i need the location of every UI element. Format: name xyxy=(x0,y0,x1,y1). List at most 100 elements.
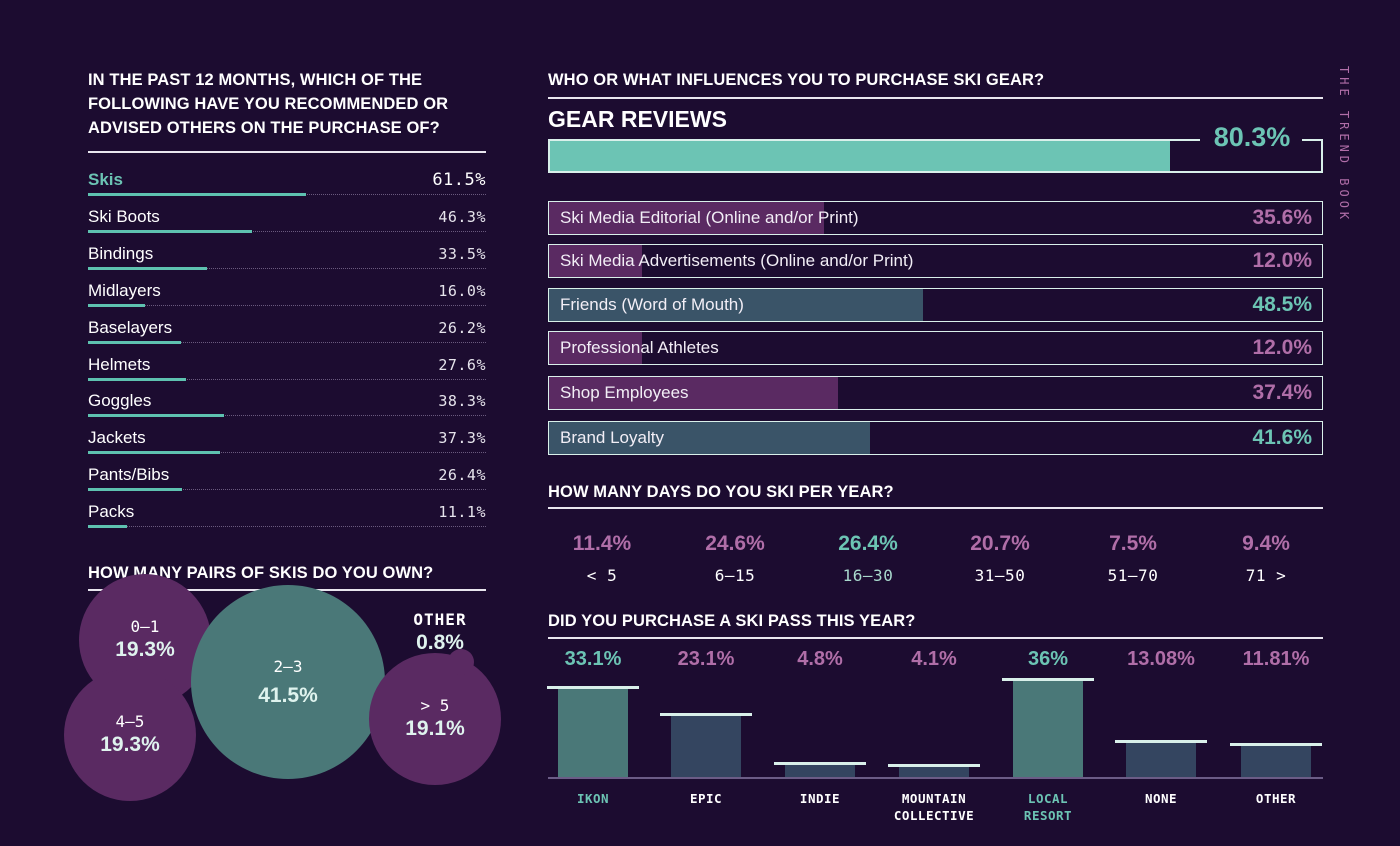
recommend-title-line: ADVISED OTHERS ON THE PURCHASE OF? xyxy=(88,119,440,137)
influence-label: Professional Athletes xyxy=(560,338,719,357)
recommend-row: Goggles 38.3% xyxy=(88,385,486,422)
recommend-label: Ski Boots xyxy=(88,206,160,226)
days-title: HOW MANY DAYS DO YOU SKI PER YEAR? xyxy=(548,483,894,501)
influence-row: Ski Media Advertisements (Online and/or … xyxy=(548,244,1323,278)
recommend-bar xyxy=(88,377,186,381)
influence-value: 41.6% xyxy=(1252,426,1312,449)
influence-value: 35.6% xyxy=(1252,206,1312,229)
pass-bar-cap xyxy=(774,762,866,766)
influence-row: Ski Media Editorial (Online and/or Print… xyxy=(548,201,1323,235)
recommend-value: 26.2% xyxy=(438,318,486,337)
pass-bar xyxy=(785,764,855,777)
gear-reviews-label: GEAR REVIEWS xyxy=(548,106,727,132)
days-item: 9.4% 71 > xyxy=(1211,532,1321,585)
recommend-label: Helmets xyxy=(88,354,151,374)
recommend-bar xyxy=(88,488,182,492)
influence-bar xyxy=(549,289,924,321)
pass-label: NONE xyxy=(1144,791,1178,806)
recommend-bar xyxy=(88,451,221,455)
recommend-label: Bindings xyxy=(88,243,154,263)
skis-owned-value: 41.5% xyxy=(258,683,318,707)
days-label: 16–30 xyxy=(842,566,894,585)
pass-label: EPIC xyxy=(689,791,723,806)
recommend-row: Ski Boots 46.3% xyxy=(88,201,486,238)
days-item: 11.4% < 5 xyxy=(547,532,657,585)
days-label: 71 > xyxy=(1245,566,1287,585)
pass-value: 11.81% xyxy=(1242,648,1310,670)
pass-bar-cap xyxy=(888,763,980,767)
recommend-bar xyxy=(88,229,253,233)
recommend-row: Helmets 27.6% xyxy=(88,349,486,386)
recommend-row-divider xyxy=(88,452,486,454)
gear-reviews-bar xyxy=(550,141,1170,171)
recommend-bar xyxy=(88,303,145,307)
recommend-title: IN THE PAST 12 MONTHS, WHICH OF THE FOLL… xyxy=(88,68,508,140)
gear-reviews-value: 80.3% xyxy=(1213,122,1291,152)
days-value: 24.6% xyxy=(705,532,765,555)
days-item: 24.6% 6–15 xyxy=(680,532,790,585)
influence-bar xyxy=(549,422,871,454)
recommend-value: 61.5% xyxy=(432,170,486,190)
recommend-row: Bindings 33.5% xyxy=(88,238,486,275)
recommend-title-line: IN THE PAST 12 MONTHS, WHICH OF THE xyxy=(88,71,423,89)
recommend-row: Midlayers 16.0% xyxy=(88,275,486,312)
recommend-row-divider xyxy=(88,304,486,306)
skis-owned-bubble xyxy=(447,648,475,676)
recommend-label: Skis xyxy=(88,170,123,189)
pass-bar xyxy=(558,687,628,777)
recommend-row: Pants/Bibs 26.4% xyxy=(88,459,486,496)
pass-label: LOCAL RESORT xyxy=(1023,791,1073,823)
influence-value: 37.4% xyxy=(1252,381,1312,404)
days-label: < 5 xyxy=(586,566,618,585)
influence-row: Brand Loyalty 41.6% xyxy=(548,421,1323,455)
pass-value: 33.1% xyxy=(564,648,622,670)
skis-owned-bubble: > 5 19.1% xyxy=(369,653,501,785)
pass-bar xyxy=(1013,680,1083,777)
pass-bar-cap xyxy=(547,685,639,689)
influence-bar xyxy=(549,332,642,364)
days-item: 7.5% 51–70 xyxy=(1078,532,1188,585)
days-rule xyxy=(548,507,1323,509)
influence-label: Friends (Word of Mouth) xyxy=(560,295,744,314)
skis-owned-title: HOW MANY PAIRS OF SKIS DO YOU OWN? xyxy=(88,564,434,582)
recommend-row-divider xyxy=(88,230,486,232)
days-value: 11.4% xyxy=(572,532,632,555)
skis-owned-value: 19.3% xyxy=(115,638,175,662)
influence-row: Shop Employees 37.4% xyxy=(548,376,1323,410)
recommend-label: Jackets xyxy=(88,428,146,448)
skis-owned-bubble: 2–3 41.5% xyxy=(191,585,385,779)
influence-bar xyxy=(549,245,642,277)
recommend-value: 37.3% xyxy=(438,429,486,448)
recommend-label: Midlayers xyxy=(88,280,161,300)
recommend-value: 38.3% xyxy=(438,392,486,411)
pass-baseline xyxy=(548,777,1323,779)
pass-label: INDIE xyxy=(799,791,841,806)
gear-reviews-frame-top-right xyxy=(1302,139,1323,141)
pass-value: 4.8% xyxy=(797,648,843,670)
pass-value: 36% xyxy=(1027,648,1069,670)
skis-owned-value: 0.8% xyxy=(416,631,464,654)
recommend-value: 27.6% xyxy=(438,355,486,374)
recommend-row: Jackets 37.3% xyxy=(88,422,486,459)
influence-rule xyxy=(548,97,1323,99)
recommend-bar xyxy=(88,266,207,270)
days-value: 26.4% xyxy=(838,532,898,555)
recommend-bar xyxy=(88,525,128,529)
skis-owned-value: 19.1% xyxy=(405,717,465,741)
influence-value: 48.5% xyxy=(1252,293,1312,316)
influence-label: Brand Loyalty xyxy=(560,428,664,447)
pass-bar xyxy=(899,765,969,777)
recommend-bar xyxy=(88,193,307,196)
pass-bar-cap xyxy=(1002,678,1094,681)
influence-row: Professional Athletes 12.0% xyxy=(548,331,1323,365)
recommend-label: Baselayers xyxy=(88,317,173,337)
recommend-row: Packs 11.1% xyxy=(88,496,486,533)
pass-label: OTHER xyxy=(1255,791,1297,806)
pass-bar-cap xyxy=(660,712,752,716)
days-label: 6–15 xyxy=(714,566,756,585)
influence-label: Ski Media Editorial (Online and/or Print… xyxy=(560,208,859,227)
influence-label: Shop Employees xyxy=(560,383,689,402)
days-item: 20.7% 31–50 xyxy=(945,532,1055,585)
recommend-row: Baselayers 26.2% xyxy=(88,312,486,349)
recommend-row: Skis 61.5% xyxy=(88,164,486,201)
